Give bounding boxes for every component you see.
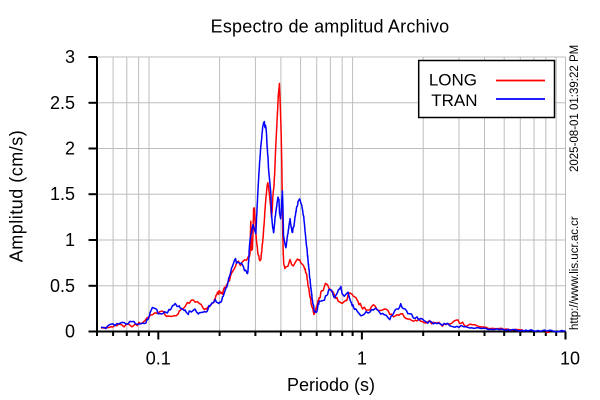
svg-text:0.5: 0.5 [50,276,75,296]
svg-text:3: 3 [65,47,75,67]
svg-text:Espectro de amplitud Archivo: Espectro de amplitud Archivo [211,17,450,37]
svg-text:http://www.lis.ucr.ac.cr: http://www.lis.ucr.ac.cr [569,216,581,330]
svg-text:10: 10 [560,349,580,369]
svg-text:1: 1 [357,349,367,369]
svg-text:2.5: 2.5 [50,93,75,113]
svg-text:0: 0 [65,322,75,342]
svg-text:1.5: 1.5 [50,184,75,204]
svg-text:TRAN: TRAN [431,91,477,110]
svg-text:0.1: 0.1 [146,349,171,369]
svg-text:Periodo (s): Periodo (s) [287,375,375,395]
svg-text:Amplitud (cm/s): Amplitud (cm/s) [7,130,27,263]
svg-text:2: 2 [65,139,75,159]
svg-text:2025-08-01 01:39:22 PM: 2025-08-01 01:39:22 PM [569,45,581,172]
svg-text:1: 1 [65,230,75,250]
svg-text:LONG: LONG [429,71,477,90]
